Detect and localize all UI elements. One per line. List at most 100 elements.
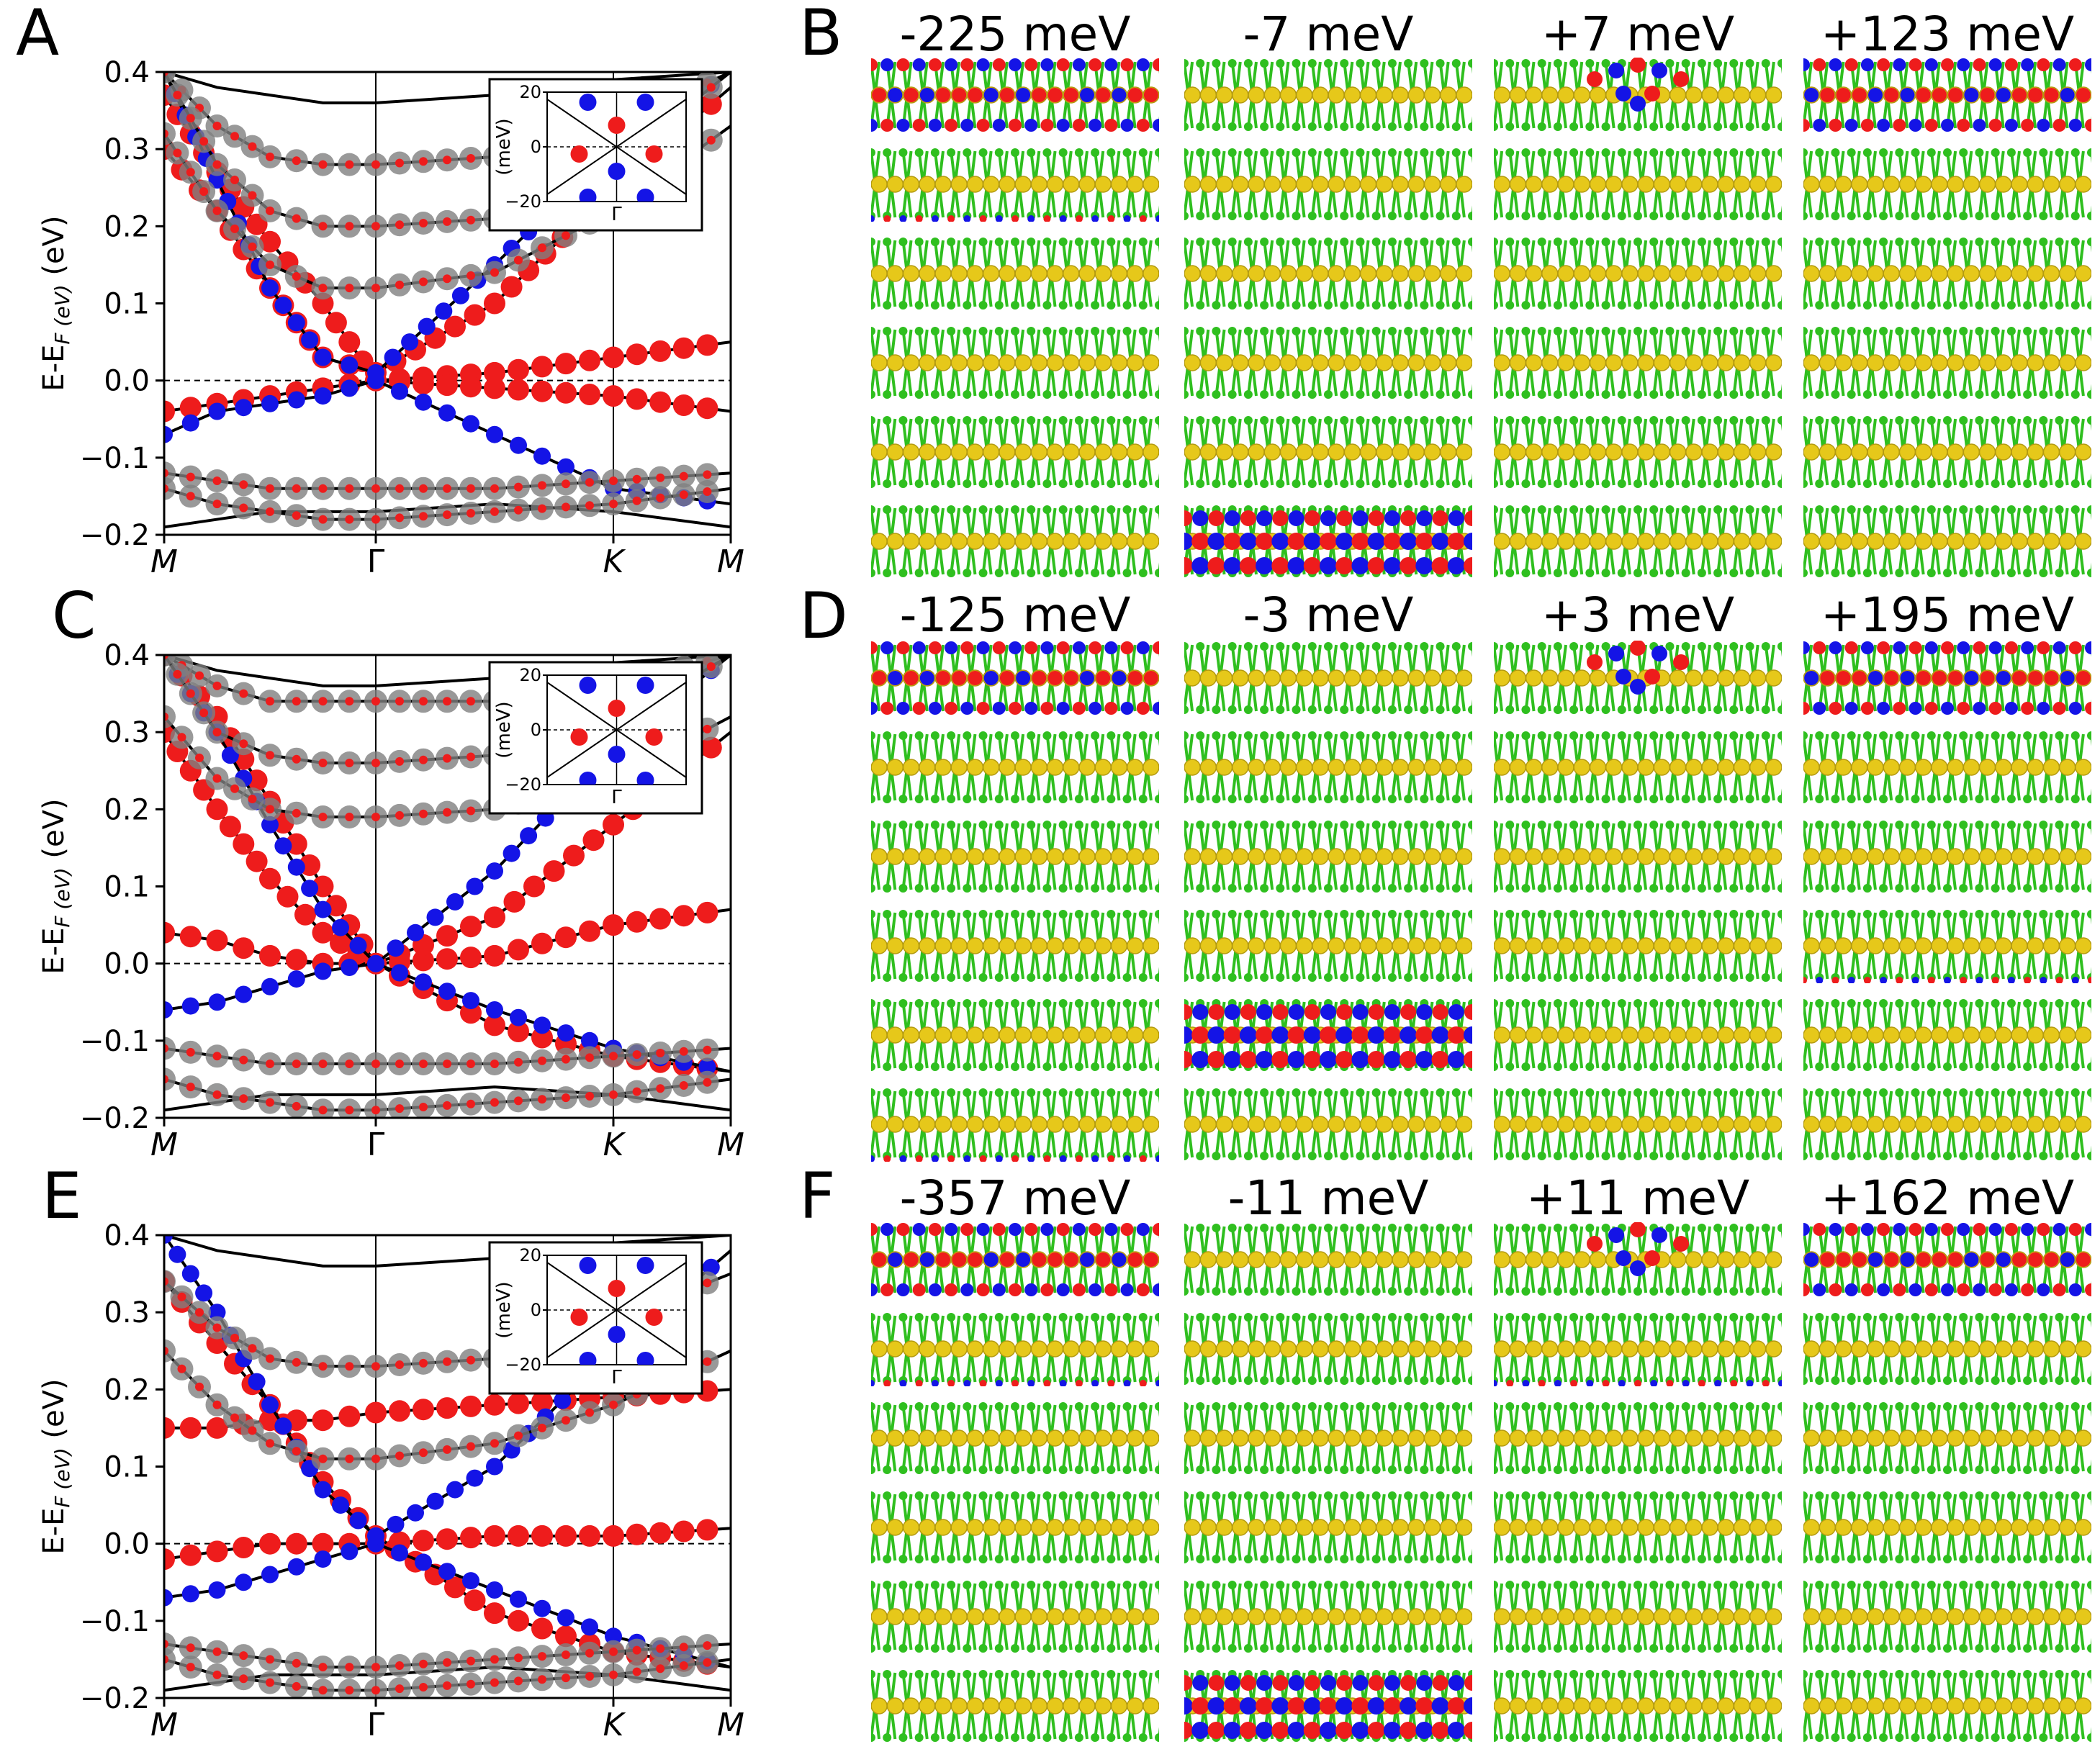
chalcogen-atom	[1494, 795, 1498, 803]
band-point-core	[266, 1354, 274, 1363]
chalcogen-atom	[1633, 821, 1642, 829]
band-point-core	[632, 1087, 641, 1096]
orbital-lobe	[1383, 557, 1401, 574]
metal-atom	[1733, 265, 1751, 282]
chalcogen-atom	[1138, 1644, 1148, 1653]
metal-atom	[1621, 176, 1639, 193]
chalcogen-atom	[1553, 999, 1562, 1008]
chalcogen-atom	[1862, 884, 1872, 893]
chalcogen-atom	[1451, 795, 1461, 803]
chalcogen-atom	[994, 1491, 1004, 1500]
band-point	[557, 1609, 574, 1627]
chalcogen-atom	[1697, 1152, 1706, 1160]
y-tick-label: 0.4	[104, 56, 150, 89]
slab-render	[871, 1491, 1159, 1563]
band-point	[436, 1397, 458, 1419]
orbital-lobe	[1916, 88, 1931, 102]
chalcogen-atom	[1553, 416, 1562, 425]
chalcogen-atom	[1196, 973, 1205, 982]
chalcogen-atom	[1196, 705, 1205, 714]
chalcogen-atom	[1324, 642, 1333, 651]
chalcogen-atom	[1553, 212, 1562, 220]
chalcogen-atom	[1505, 642, 1515, 651]
chalcogen-atom	[1011, 1465, 1019, 1474]
chalcogen-atom	[1276, 1152, 1285, 1160]
band-point	[451, 286, 469, 304]
chalcogen-atom	[1681, 705, 1690, 714]
orbital-lobe	[928, 1283, 942, 1296]
band-point-core	[195, 1382, 204, 1391]
band-point	[341, 379, 359, 397]
metal-atom	[1295, 759, 1313, 776]
band-point	[508, 1609, 529, 1632]
chalcogen-atom	[1276, 301, 1285, 310]
band-point-core	[585, 1092, 594, 1101]
chalcogen-atom	[994, 821, 1004, 829]
metal-atom	[1423, 759, 1441, 776]
metal-atom	[1184, 1116, 1201, 1133]
chalcogen-atom	[914, 390, 924, 399]
metal-atom	[2058, 1026, 2076, 1044]
orbital-lobe	[947, 1380, 955, 1386]
metal-atom	[1014, 176, 1032, 193]
metal-atom	[1701, 937, 1718, 954]
chalcogen-atom	[883, 999, 892, 1008]
band-point-core	[318, 759, 328, 767]
metal-atom	[1030, 937, 1048, 954]
chalcogen-atom	[1107, 416, 1116, 425]
chalcogen-atom	[947, 505, 956, 514]
metal-atom	[919, 176, 936, 193]
chalcogen-atom	[914, 1644, 924, 1653]
metal-atom	[1573, 1026, 1590, 1044]
band-point	[672, 905, 695, 927]
slab-render	[871, 1313, 1159, 1386]
orbital-lobe	[1852, 88, 1867, 102]
metal-atom	[1030, 848, 1048, 865]
chalcogen-atom	[1975, 390, 1984, 399]
metal-atom	[2027, 937, 2044, 954]
orbital-lobe	[1868, 671, 1883, 685]
chalcogen-atom	[1601, 505, 1610, 514]
band-point-core	[538, 504, 546, 513]
orbital-lobe	[1320, 1004, 1336, 1020]
metal-atom	[1573, 86, 1590, 104]
orbital-lobe	[1223, 1051, 1241, 1068]
metal-atom	[1359, 86, 1377, 104]
chalcogen-atom	[947, 1465, 956, 1474]
chalcogen-atom	[2070, 1062, 2080, 1071]
chalcogen-atom	[1803, 1088, 1808, 1097]
chalcogen-atom	[1729, 821, 1739, 829]
band-point	[579, 349, 600, 371]
band-point	[460, 376, 482, 398]
metal-atom	[1199, 669, 1217, 687]
chalcogen-atom	[1027, 821, 1036, 829]
chalcogen-atom	[994, 1313, 1004, 1322]
orbital-lobe	[896, 702, 910, 715]
chalcogen-atom	[883, 795, 892, 803]
orbital-lobe	[871, 1155, 875, 1162]
chalcogen-atom	[1745, 569, 1754, 577]
inset-point	[608, 700, 626, 717]
chalcogen-atom	[1761, 148, 1770, 157]
metal-atom	[1392, 443, 1409, 461]
chalcogen-atom	[994, 999, 1004, 1008]
orbital-lobe	[1191, 1026, 1209, 1044]
metal-atom	[919, 1116, 936, 1133]
band-point	[486, 425, 503, 443]
metal-atom	[1184, 759, 1201, 776]
metal-atom	[1279, 86, 1297, 104]
x-tick-label: Γ	[367, 1707, 385, 1743]
chalcogen-atom	[1729, 212, 1739, 220]
orbital-lobe	[1944, 977, 1951, 983]
chalcogen-atom	[1831, 479, 1840, 488]
inset-point	[645, 1309, 663, 1326]
chalcogen-atom	[1847, 731, 1856, 740]
band-point-core	[318, 697, 328, 706]
orbital-lobe	[1964, 671, 1979, 685]
chalcogen-atom	[1745, 327, 1754, 335]
chalcogen-atom	[1196, 59, 1205, 68]
chalcogen-atom	[1011, 238, 1019, 246]
chalcogen-atom	[1585, 569, 1595, 577]
chalcogen-atom	[1745, 821, 1754, 829]
chalcogen-atom	[1803, 884, 1808, 893]
